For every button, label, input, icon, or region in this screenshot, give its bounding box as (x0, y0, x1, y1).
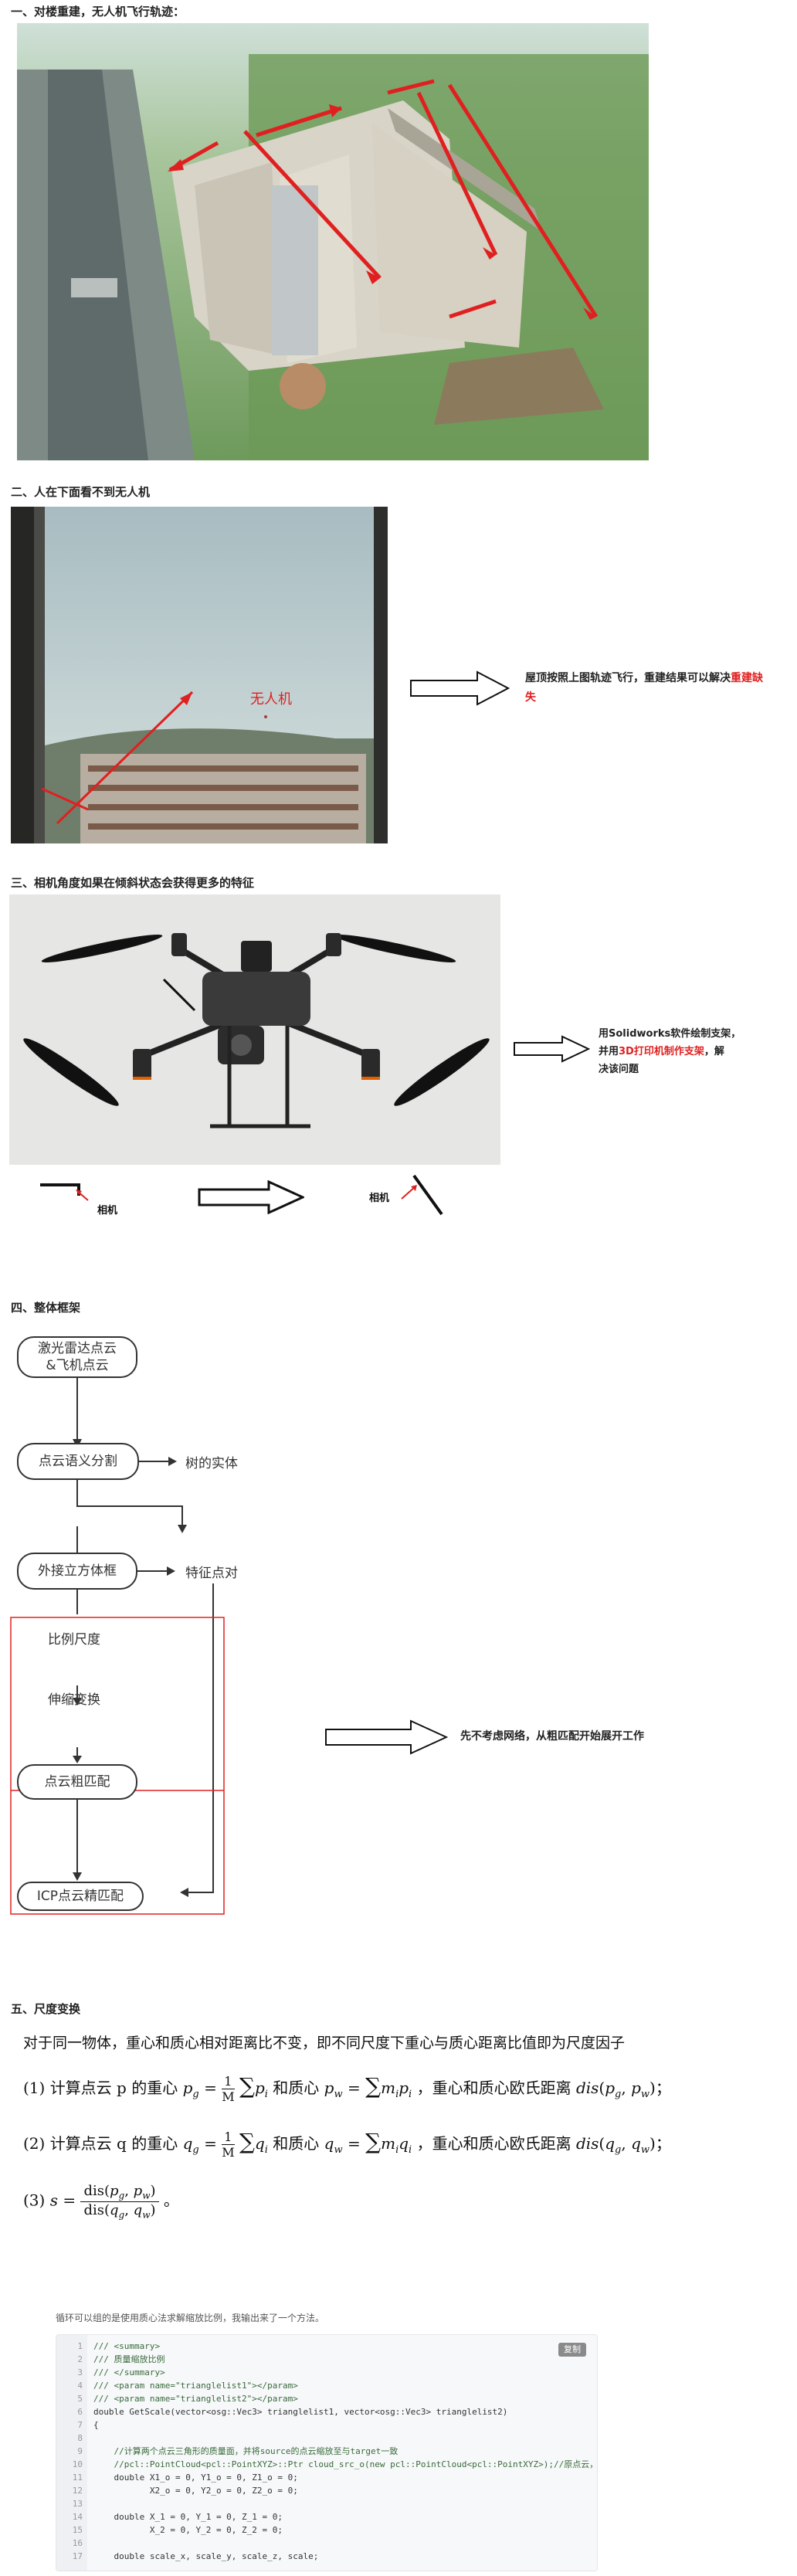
arrow-right-icon (513, 1035, 591, 1066)
framework-note: 先不考虑网络，从粗匹配开始展开工作 (460, 1730, 644, 1743)
lidar-drone-pointcloud-box: 激光雷达点云 &飞机点云 (17, 1336, 137, 1378)
arrow-right-icon (198, 1179, 306, 1217)
feature-pairs-label: 特征点对 (185, 1566, 238, 1581)
code-line: 11 double X1_o = 0, Y1_o = 0, Z1_o = 0; (72, 2472, 298, 2483)
code-line: 13 (72, 2499, 83, 2509)
code-line: 17 double scale_x, scale_y, scale_z, sca… (72, 2551, 319, 2561)
code-line: 1/// <summary> (77, 2341, 161, 2351)
camera-label-left: 相机 (97, 1205, 118, 1217)
scale-ratio-label: 比例尺度 (48, 1632, 100, 1648)
coarse-registration-box: 点云粗匹配 (17, 1764, 137, 1800)
reconstruction-note: 屋顶按照上图轨迹飞行，重建结果可以解决重建缺失 (525, 672, 763, 704)
code-line: 5/// <param name="trianglelist2"></param… (77, 2394, 298, 2404)
code-block: 复制 1/// <summary> 2/// 质量缩放比例 3/// </sum… (56, 2334, 598, 2571)
tree-entity-label: 树的实体 (185, 1456, 238, 1471)
code-line: 4/// <param name="trianglelist1"></param… (77, 2381, 298, 2391)
section-4-title: 四、整体框架 (11, 1301, 81, 1315)
section-5-title: 五、尺度变换 (11, 2002, 81, 2016)
bracket-note: 用Solidworks软件绘制支架， 并用3D打印机制作支架，解 决该问题 (599, 1028, 741, 1075)
section-2-title: 二、人在下面看不到无人机 (11, 485, 151, 499)
drone-photo (9, 894, 500, 1165)
camera-level-diagram (34, 1177, 103, 1219)
code-line: 10 //pcl::PointCloud<pcl::PointXYZ>::Ptr… (72, 2459, 598, 2469)
section-1-title: 一、对楼重建，无人机飞行轨迹： (11, 5, 185, 19)
camera-label-right: 相机 (369, 1193, 390, 1204)
formula-3: (3) s = dis(pg, pw) dis(qg, qw) 。 (23, 2183, 179, 2221)
code-line: 9 //计算两个点云三角形的质量面，并将source的点云缩放至与target一… (77, 2446, 398, 2456)
arrow-right-icon (409, 670, 510, 709)
code-line: 2/// 质量缩放比例 (77, 2354, 165, 2364)
code-line: 8 (77, 2433, 83, 2443)
code-line: 16 (72, 2538, 83, 2548)
stretch-transform-label: 伸缩变换 (48, 1692, 100, 1708)
code-gutter (56, 2335, 87, 2571)
code-line: 14 double X_1 = 0, Y_1 = 0, Z_1 = 0; (72, 2512, 283, 2522)
icp-fine-registration-box: ICP点云精匹配 (17, 1882, 144, 1911)
code-caption: 循环可以组的是使用质心法求解缩放比例，我输出来了一个方法。 (56, 2313, 325, 2323)
section-3-title: 三、相机角度如果在倾斜状态会获得更多的特征 (11, 876, 255, 890)
code-line: 6 double GetScale(vector<osg::Vec3> trian… (77, 2407, 508, 2417)
building-aerial-photo (17, 23, 649, 460)
camera-tilted-diagram (394, 1171, 456, 1220)
drone-label: 无人机 (250, 691, 292, 708)
arrow-right-icon (324, 1719, 449, 1758)
code-line: 12 X2_o = 0, Y2_o = 0, Z2_o = 0; (72, 2486, 298, 2496)
semantic-segmentation-box: 点云语义分割 (17, 1443, 139, 1480)
code-line: 15 X_2 = 0, Y_2 = 0, Z_2 = 0; (72, 2525, 283, 2535)
code-line: 3/// </summary> (77, 2367, 165, 2377)
scale-intro-text: 对于同一物体，重心和质心相对距离比不变，即不同尺度下重心与质心距离比值即为尺度因… (23, 2035, 626, 2052)
window-view-photo: 无人机 (11, 507, 388, 843)
bounding-box-box: 外接立方体框 (17, 1553, 137, 1590)
code-line: 7{ (77, 2420, 99, 2430)
copy-button[interactable]: 复制 (558, 2343, 586, 2357)
